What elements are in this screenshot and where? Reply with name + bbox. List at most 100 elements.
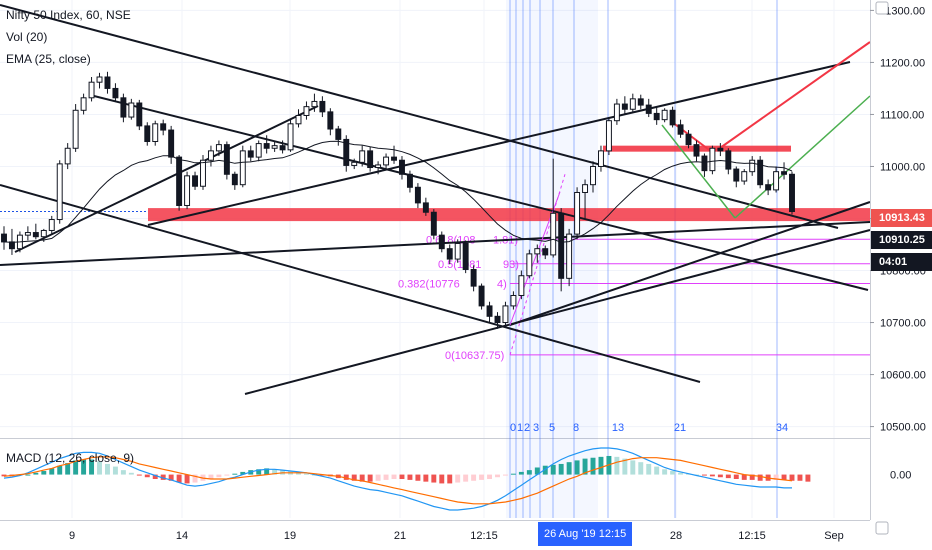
candle-body: [685, 133, 692, 146]
candle-body: [40, 229, 47, 238]
pane-settings-button: [875, 1, 889, 15]
macd-histogram-bar: [168, 474, 174, 481]
macd-histogram-bar: [184, 474, 190, 484]
support-zone-band: [148, 208, 870, 222]
signal-line: [3, 456, 793, 505]
macd-histogram-bar: [614, 456, 620, 475]
macd-histogram-bar: [33, 472, 39, 475]
macd-histogram-bar: [136, 474, 142, 476]
macd-histogram-bar: [733, 474, 739, 479]
macd-histogram-bar: [622, 458, 628, 475]
candle-body: [494, 315, 501, 324]
price-tick-label: 10700.00: [880, 318, 926, 330]
macd-histogram-bar: [152, 474, 158, 479]
macd-histogram-bar: [773, 474, 779, 480]
candle-body: [590, 165, 596, 186]
trendline: [147, 61, 851, 226]
macd-histogram-bar: [638, 462, 644, 475]
macd-histogram-bar: [431, 474, 437, 483]
candle-body: [120, 97, 127, 118]
candle-body: [693, 144, 700, 157]
fib-label-05b: 93): [503, 259, 519, 271]
candle-body: [176, 156, 183, 206]
macd-histogram-bar: [192, 474, 198, 483]
candle-body: [430, 211, 437, 236]
macd-histogram-bar: [208, 474, 214, 479]
candle-body: [255, 143, 262, 158]
macd-histogram-bar: [216, 474, 222, 478]
candle-body: [215, 144, 222, 152]
time-tick-label: 28: [670, 530, 682, 542]
macd-histogram-bar: [709, 474, 715, 477]
candle-body: [239, 150, 246, 186]
macd-histogram-bar: [590, 457, 596, 475]
candle-body: [56, 163, 63, 221]
fib-cycle-shade: [506, 0, 598, 518]
fib-cycle-label: 5: [549, 422, 555, 434]
macd-histogram-bar: [717, 474, 723, 478]
macd-histogram-bar: [128, 472, 134, 475]
candle-body: [351, 161, 358, 166]
fib-cycle-label: 2: [524, 422, 530, 434]
candle-body: [621, 103, 628, 110]
candle-body: [359, 150, 366, 163]
candle-body: [406, 173, 413, 188]
candle-body: [725, 150, 732, 170]
candle-body: [223, 144, 230, 175]
green-projection-line: [661, 124, 736, 219]
price-tick-label: 11100.00: [880, 109, 924, 121]
candle-body: [478, 285, 485, 307]
bar-countdown-tag: 04:01: [871, 253, 932, 271]
fib-time-cycles[interactable]: 0 1 2 3 5 8 13 21 34: [506, 0, 788, 518]
macd-histogram-bar: [749, 474, 755, 480]
macd-histogram-bar: [367, 474, 373, 482]
candle-body: [104, 76, 111, 89]
candle-body: [470, 268, 477, 287]
candle-body: [184, 175, 191, 206]
time-tick-label: 12:15: [470, 530, 498, 542]
macd-histogram-bar: [502, 474, 508, 476]
macd-histogram-bar: [455, 474, 461, 483]
volume-legend[interactable]: Vol (20): [6, 30, 48, 44]
candle-body: [598, 150, 604, 167]
trendline: [89, 94, 869, 291]
macd-histogram-bar: [232, 473, 238, 475]
candle-body: [279, 145, 286, 151]
candle-body: [669, 109, 676, 126]
candle-body: [781, 171, 788, 175]
macd-histogram-bar: [542, 465, 548, 475]
candle-body: [1, 233, 7, 243]
candle-body: [534, 248, 541, 255]
macd-histogram-bar: [526, 470, 532, 475]
fib-cycle-label: 34: [776, 422, 788, 434]
candle-body: [701, 155, 708, 172]
ema-legend[interactable]: EMA (25, close): [6, 52, 91, 66]
macd-histogram-bar: [264, 468, 270, 475]
time-tick-label: 9: [69, 530, 75, 542]
candle-body: [757, 159, 764, 186]
macd-histogram-bar: [566, 462, 572, 475]
macd-histogram-bar: [25, 474, 31, 476]
candle-body: [160, 123, 167, 131]
macd-histogram-bar: [49, 468, 55, 475]
candle-body: [733, 168, 740, 182]
macd-histogram-bar: [224, 474, 230, 476]
macd-histogram-bar: [479, 474, 485, 480]
candle-body: [566, 233, 573, 279]
macd-histogram-bar: [805, 474, 811, 482]
red-projection-line: [719, 41, 871, 149]
macd-histogram-bar: [105, 463, 110, 475]
macd-histogram-bar: [550, 464, 556, 475]
candle-body: [518, 275, 525, 296]
candle-body: [375, 164, 382, 169]
macd-legend[interactable]: MACD (12, 26, close, 9): [6, 451, 135, 465]
trendlines[interactable]: [0, 4, 871, 395]
main-series-legend[interactable]: Nifty 50 Index, 60, NSE: [6, 8, 131, 22]
macd-histogram-bar: [256, 469, 262, 475]
candle-body: [677, 124, 684, 135]
candle-body: [263, 143, 270, 149]
pane-buttons[interactable]: [875, 1, 889, 535]
